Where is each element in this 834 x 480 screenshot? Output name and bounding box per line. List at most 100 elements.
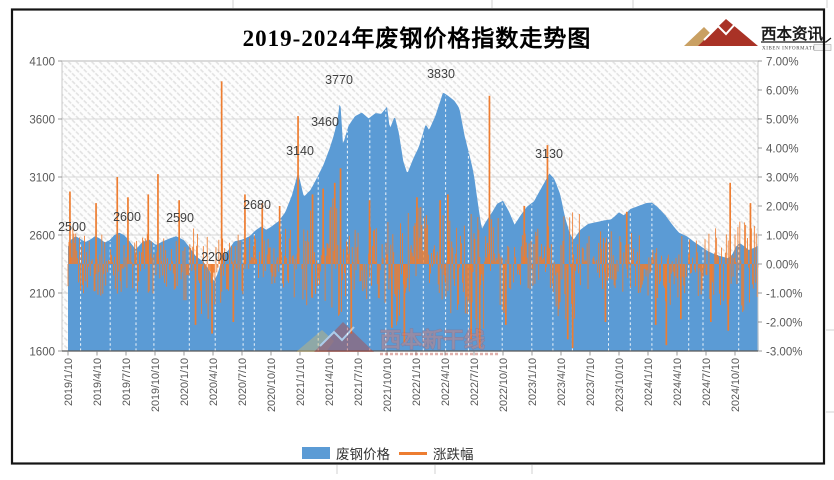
change-bar <box>756 264 758 297</box>
change-bar <box>88 241 90 264</box>
change-spike <box>368 200 371 264</box>
change-bar <box>605 242 606 264</box>
change-bar <box>260 260 262 264</box>
change-bar <box>339 264 341 315</box>
change-bar <box>751 228 752 264</box>
change-bar <box>686 264 688 277</box>
change-bar <box>343 249 344 264</box>
change-bar <box>337 245 339 264</box>
change-bar <box>435 255 437 264</box>
change-bar <box>386 254 388 264</box>
change-bar <box>689 239 690 264</box>
change-bar <box>458 264 459 305</box>
change-bar <box>276 260 278 264</box>
change-bar <box>374 229 375 264</box>
change-bar <box>275 264 277 277</box>
watermark: 西本新干线 <box>296 322 498 356</box>
change-bar <box>487 242 488 264</box>
change-bar <box>351 247 353 264</box>
change-bar <box>451 241 453 264</box>
change-bar <box>118 234 120 264</box>
change-bar <box>138 264 139 282</box>
change-bar <box>382 258 384 264</box>
x-axis-label: 2024/4/10 <box>672 358 684 406</box>
change-bar <box>302 264 304 300</box>
change-bar <box>548 226 549 264</box>
change-bar <box>627 264 629 279</box>
change-bar <box>273 248 275 264</box>
x-axis-label: 2023/1/10 <box>527 358 539 406</box>
change-bar <box>413 226 415 264</box>
x-axis-label: 2020/1/10 <box>179 358 191 406</box>
change-bar <box>406 264 408 279</box>
change-bar <box>366 264 368 299</box>
change-bar <box>682 264 684 278</box>
change-bar <box>442 215 444 264</box>
change-bar <box>748 264 749 268</box>
change-bar <box>447 264 449 291</box>
change-bar <box>509 264 511 288</box>
change-bar <box>174 264 176 289</box>
change-bar <box>612 255 614 264</box>
change-bar <box>660 264 661 282</box>
change-bar <box>287 264 288 281</box>
change-bar <box>221 264 223 292</box>
change-bar <box>72 226 74 264</box>
change-bar <box>734 234 736 264</box>
change-bar <box>550 244 552 264</box>
y-axis-label: 3100 <box>29 173 55 185</box>
change-bar <box>515 257 516 264</box>
change-bar <box>214 264 216 305</box>
change-bar <box>96 259 98 264</box>
change-bar <box>110 249 111 264</box>
change-bar <box>268 248 270 264</box>
change-bar <box>754 264 756 283</box>
change-bar <box>111 254 112 264</box>
change-bar <box>330 207 332 264</box>
change-bar <box>584 259 586 264</box>
change-bar <box>441 264 443 300</box>
change-bar <box>561 264 563 280</box>
change-bar <box>436 251 438 264</box>
change-bar <box>412 256 414 264</box>
change-bar <box>507 245 509 264</box>
change-bar <box>173 264 175 290</box>
change-bar <box>281 251 283 264</box>
change-bar <box>614 264 616 288</box>
change-bar <box>566 264 568 270</box>
change-bar <box>397 264 399 322</box>
change-bar <box>280 234 282 264</box>
change-bar <box>733 257 735 264</box>
change-bar <box>320 255 322 264</box>
x-axis-label: 2023/10/10 <box>614 358 626 412</box>
change-bar <box>250 260 252 264</box>
change-bar <box>731 255 733 264</box>
change-bar <box>481 264 483 275</box>
change-bar <box>431 253 432 264</box>
change-bar <box>78 264 80 283</box>
change-bar <box>369 264 371 278</box>
change-bar <box>207 264 209 319</box>
change-bar <box>143 264 145 269</box>
change-bar <box>540 256 542 264</box>
change-bar <box>598 242 600 264</box>
change-bar <box>94 264 96 292</box>
change-bar <box>394 264 396 294</box>
y-axis-label: 2100 <box>29 289 55 301</box>
data-label: 3830 <box>427 67 455 81</box>
x-axis-label: 2021/7/10 <box>353 358 365 406</box>
x-axis-label: 2023/7/10 <box>585 358 597 406</box>
change-bar <box>336 208 338 264</box>
change-bar <box>219 259 221 264</box>
x-axis-label: 2019/1/10 <box>63 358 75 406</box>
change-bar <box>700 264 702 295</box>
y2-axis-label: 5.00% <box>766 115 799 127</box>
change-bar <box>630 264 632 288</box>
change-bar <box>571 264 573 304</box>
change-bar <box>573 254 574 264</box>
x-axis-label: 2021/1/10 <box>295 358 307 406</box>
change-bar <box>752 264 754 289</box>
change-bar <box>691 264 692 273</box>
change-bar <box>706 264 708 276</box>
change-bar <box>76 250 78 264</box>
